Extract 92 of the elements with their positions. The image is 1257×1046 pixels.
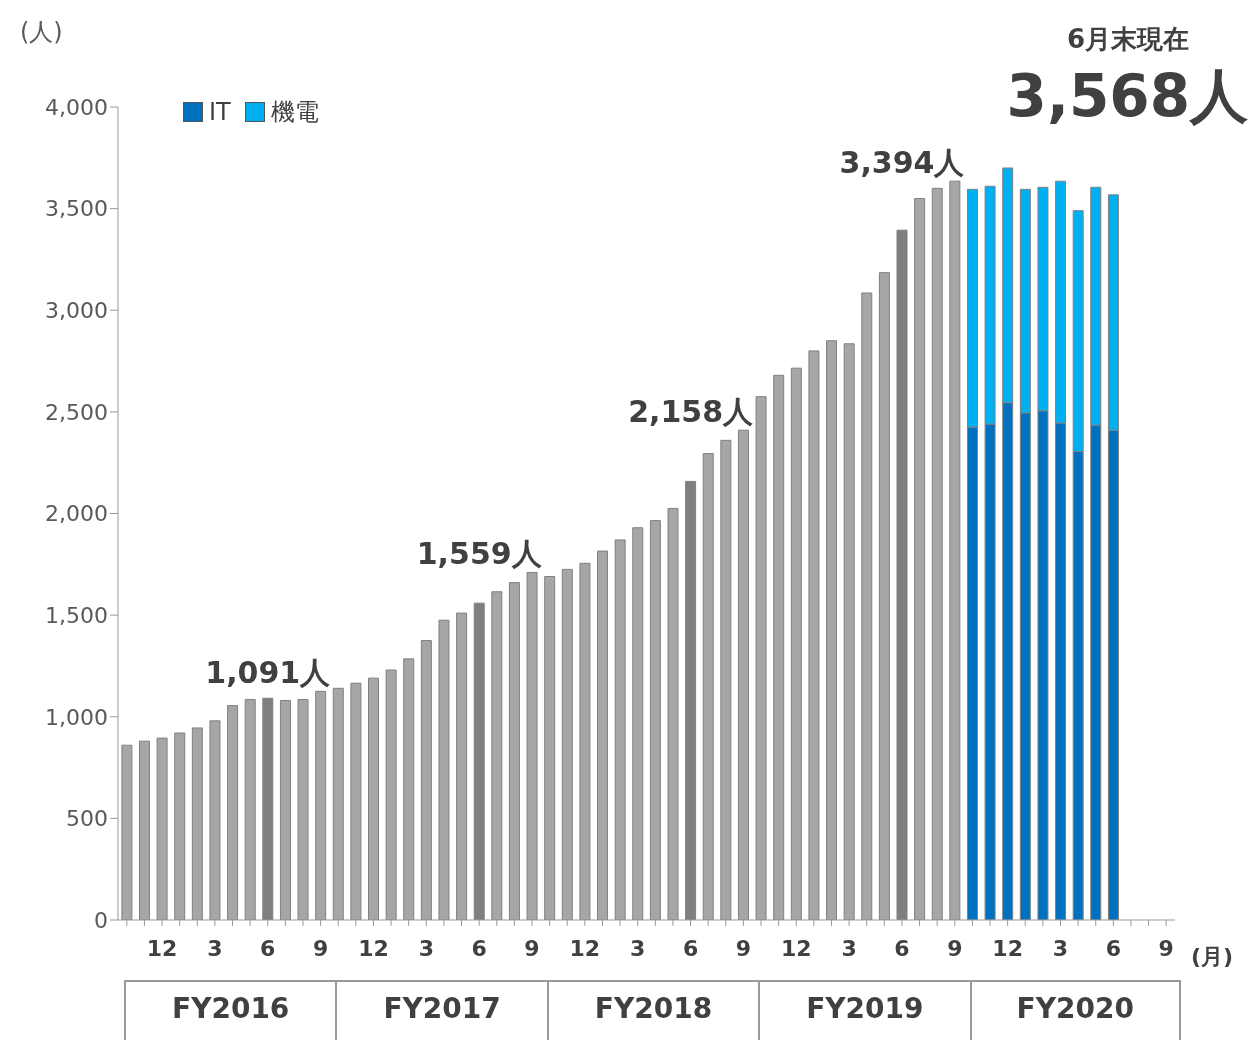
text: FY2017	[335, 980, 547, 1040]
y-tick-label: 500	[66, 806, 108, 832]
bar	[332, 687, 344, 920]
bar	[491, 591, 503, 920]
bar	[438, 619, 450, 920]
bar	[755, 396, 767, 920]
bar	[209, 720, 221, 920]
bar	[350, 682, 362, 920]
bar	[790, 367, 802, 920]
bar	[262, 697, 274, 920]
x-tick-label: 3	[418, 935, 434, 961]
text: FY2016	[124, 980, 336, 1040]
y-tick-label: 1,500	[45, 602, 108, 628]
bar	[702, 453, 714, 920]
x-tick-label: 9	[1158, 935, 1174, 961]
x-tick-label: 6	[894, 935, 910, 961]
x-tick-label: 9	[524, 935, 540, 961]
text: FY2020	[969, 980, 1181, 1040]
bar	[949, 180, 961, 920]
bar	[579, 562, 591, 920]
x-tick-label: 3	[1052, 935, 1069, 961]
text: FY2018	[546, 980, 759, 1040]
x-tick-label: 6	[471, 935, 487, 961]
bar	[403, 658, 415, 920]
data-label: 1,091人	[205, 655, 332, 691]
bar	[156, 737, 168, 920]
x-tick-label: 12	[780, 935, 812, 961]
bar	[244, 698, 256, 920]
bar	[597, 550, 609, 920]
bar	[914, 197, 926, 920]
bar	[174, 732, 186, 920]
x-tick-label: 3	[207, 935, 223, 961]
bar	[773, 374, 785, 920]
x-tick-label: 9	[947, 935, 963, 961]
x-axis-title: (月)	[1191, 943, 1234, 971]
data-label: 2,158人	[628, 394, 755, 430]
bar	[614, 539, 626, 920]
x-tick-label: 12	[358, 935, 389, 961]
bar	[861, 292, 873, 920]
bar	[544, 576, 556, 920]
bar	[368, 677, 380, 920]
text: 6月末現在	[1065, 23, 1191, 56]
bar	[473, 602, 485, 920]
y-axis-title: (人)	[20, 17, 63, 48]
bar	[227, 705, 239, 920]
bar	[508, 582, 520, 920]
x-tick-label: 6	[682, 935, 699, 961]
bar	[737, 429, 749, 920]
y-tick-label: 0	[94, 907, 108, 933]
x-tick-label: 9	[312, 935, 329, 961]
bar	[843, 343, 855, 920]
bar	[931, 187, 943, 920]
x-tick-label: 3	[630, 935, 646, 961]
bar	[121, 744, 133, 920]
x-tick-label: 6	[260, 935, 276, 961]
data-label: 3,394人	[839, 145, 966, 181]
bar	[667, 507, 679, 920]
bar	[561, 568, 573, 920]
y-tick-label: 2,500	[45, 399, 108, 425]
bar	[385, 669, 397, 920]
y-tick-label: 4,000	[45, 94, 108, 120]
bar	[632, 527, 644, 920]
bar	[808, 350, 820, 920]
y-tick-label: 2,000	[45, 501, 108, 527]
y-tick-label: 1,000	[45, 704, 108, 730]
bar	[279, 699, 291, 920]
bar	[191, 727, 203, 920]
x-tick-label: 6	[1105, 935, 1121, 961]
bar	[138, 740, 150, 920]
bar	[297, 698, 309, 920]
bar	[896, 229, 908, 920]
bar	[649, 520, 661, 920]
x-tick-label: 9	[735, 935, 752, 961]
bar	[826, 340, 838, 920]
x-tick-label: 12	[146, 935, 178, 961]
y-tick-label: 3,500	[45, 196, 108, 222]
data-label: 1,559人	[416, 536, 543, 572]
annotation: 3,568人	[1006, 61, 1248, 132]
bar	[315, 690, 327, 920]
legend-label: IT	[208, 97, 231, 128]
y-tick-label: 3,000	[45, 298, 108, 324]
text: FY2019	[758, 980, 970, 1040]
bar	[685, 480, 697, 920]
bar	[720, 439, 732, 920]
x-tick-label: 12	[569, 935, 601, 961]
bar	[456, 612, 468, 920]
bar	[526, 571, 538, 920]
bar	[878, 272, 890, 920]
x-tick-label: 12	[992, 935, 1023, 961]
legend-label: 機電	[269, 97, 319, 128]
x-tick-label: 3	[841, 935, 857, 961]
bar	[420, 640, 432, 920]
